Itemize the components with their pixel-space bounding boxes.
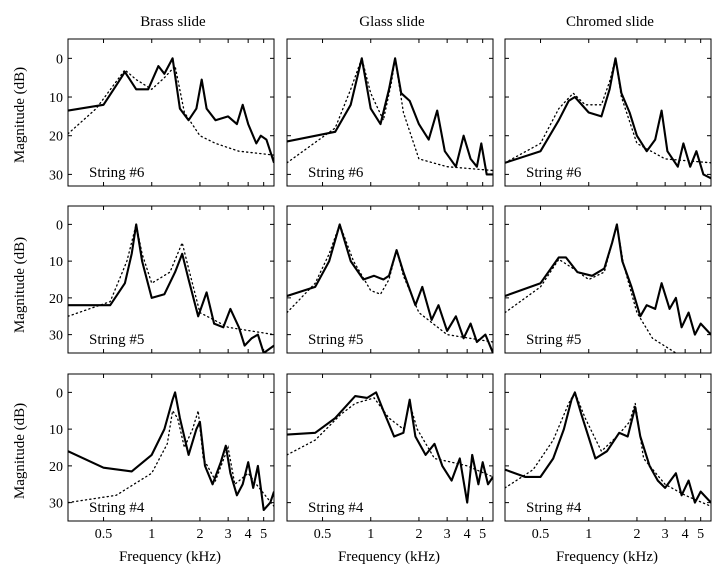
y-tick-label: 0 <box>56 386 63 401</box>
panel-frame <box>504 38 712 187</box>
x-tick-label: 4 <box>682 527 689 542</box>
column-title-chromed: Chromed slide <box>566 14 654 30</box>
measured-curve-brass-slide-string-6 <box>68 57 274 164</box>
x-tick-label: 5 <box>697 527 704 542</box>
y-axis-label-row-3: Magnitude (dB) <box>12 403 28 499</box>
panel-curves <box>505 390 711 507</box>
model-curve-chromed-slide-string-4 <box>505 390 711 507</box>
x-tick-label: 4 <box>464 527 471 542</box>
panel-curves <box>68 391 274 512</box>
x-tick-label: 1 <box>148 527 155 542</box>
panel-curves <box>287 222 493 353</box>
panel-glass-slide-string-5: String #5 <box>286 205 494 354</box>
x-tick-label: 0.5 <box>314 527 332 542</box>
panel-brass-slide-string-6: 0 10 20 30 String #6 <box>49 38 275 187</box>
panel-frame <box>67 373 275 522</box>
panel-frame <box>67 205 275 354</box>
panel-label-brass-slide-string-6: String #6 <box>89 165 145 181</box>
x-tick-label: 0.5 <box>532 527 550 542</box>
y-tick-label: 10 <box>49 91 63 106</box>
y-tick-label: 30 <box>49 329 63 344</box>
panel-frame <box>286 373 494 522</box>
model-curve-chromed-slide-string-6 <box>505 58 711 164</box>
model-curve-chromed-slide-string-5 <box>505 224 680 353</box>
x-tick-label: 4 <box>245 527 252 542</box>
measured-curve-chromed-slide-string-5 <box>505 223 711 336</box>
measured-curve-glass-slide-string-4 <box>287 391 493 504</box>
measured-curve-chromed-slide-string-4 <box>505 391 711 504</box>
model-curve-brass-slide-string-4 <box>68 409 274 507</box>
panel-label-glass-slide-string-5: String #5 <box>308 332 363 348</box>
y-axis-labels: Magnitude (dB) Magnitude (dB) Magnitude … <box>12 67 28 499</box>
x-tick-label: 2 <box>196 527 203 542</box>
x-tick-label: 2 <box>633 527 640 542</box>
measured-curve-glass-slide-string-6 <box>287 57 493 176</box>
panel-label-brass-slide-string-4: String #4 <box>89 500 145 516</box>
panel-label-chromed-slide-string-5: String #5 <box>526 332 581 348</box>
panel-frame <box>286 38 494 187</box>
x-tick-label: 0.5 <box>95 527 113 542</box>
y-axis-label-row-2: Magnitude (dB) <box>12 237 28 333</box>
panel-label-chromed-slide-string-6: String #6 <box>526 165 582 181</box>
model-curve-glass-slide-string-6 <box>287 56 493 172</box>
model-curve-brass-slide-string-5 <box>68 224 274 336</box>
x-tick-label: 5 <box>260 527 267 542</box>
panel-frame <box>67 38 275 187</box>
x-tick-label: 3 <box>662 527 669 542</box>
panel-frame <box>504 205 712 354</box>
x-tick-label: 3 <box>225 527 232 542</box>
x-axis-label-brass: Frequency (kHz) <box>119 549 221 565</box>
model-curve-brass-slide-string-6 <box>68 64 274 156</box>
panel-label-brass-slide-string-5: String #5 <box>89 332 144 348</box>
x-axis-labels: Frequency (kHz) Frequency (kHz) Frequenc… <box>119 549 658 565</box>
measured-curve-glass-slide-string-5 <box>287 223 493 353</box>
panel-chromed-slide-string-6: String #6 <box>504 38 712 187</box>
panel-chromed-slide-string-5: String #5 <box>504 205 712 354</box>
panel-curves <box>68 57 274 164</box>
x-tick-label: 5 <box>479 527 486 542</box>
panel-brass-slide-string-5: 0 10 20 30 String #5 <box>49 205 275 354</box>
column-titles: Brass slide Glass slide Chromed slide <box>140 14 654 30</box>
panel-frame <box>504 373 712 522</box>
y-tick-label: 20 <box>49 460 63 475</box>
panel-curves <box>505 57 711 180</box>
panel-label-glass-slide-string-6: String #6 <box>308 165 364 181</box>
x-tick-label: 2 <box>415 527 422 542</box>
measured-curve-brass-slide-string-5 <box>68 223 274 353</box>
x-tick-label: 1 <box>585 527 592 542</box>
model-curve-glass-slide-string-4 <box>287 397 493 478</box>
x-axis-label-glass: Frequency (kHz) <box>338 549 440 565</box>
panel-curves <box>287 56 493 176</box>
x-tick-label: 1 <box>367 527 374 542</box>
panel-curves <box>287 391 493 504</box>
panel-curves <box>505 223 711 353</box>
x-tick-label: 3 <box>444 527 451 542</box>
y-tick-label: 20 <box>49 292 63 307</box>
panel-glass-slide-string-6: String #6 <box>286 38 494 187</box>
panel-glass-slide-string-4: 0.5 1 2 3 4 5 String #4 <box>286 373 494 542</box>
panel-curves <box>68 223 274 353</box>
y-tick-label: 0 <box>56 52 63 67</box>
column-title-brass: Brass slide <box>140 14 206 30</box>
panel-chromed-slide-string-4: 0.5 1 2 3 4 5 String #4 <box>504 373 712 542</box>
panel-label-glass-slide-string-4: String #4 <box>308 500 364 516</box>
panel-label-chromed-slide-string-4: String #4 <box>526 500 582 516</box>
panel-frame <box>286 205 494 354</box>
column-title-glass: Glass slide <box>359 14 425 30</box>
y-tick-label: 10 <box>49 423 63 438</box>
panel-brass-slide-string-4: 0 10 20 30 0.5 1 2 3 4 5 String #4 <box>49 373 275 542</box>
x-axis-label-chromed: Frequency (kHz) <box>556 549 658 565</box>
measured-curve-brass-slide-string-4 <box>68 391 274 512</box>
y-tick-label: 30 <box>49 497 63 512</box>
y-axis-label-row-1: Magnitude (dB) <box>12 67 28 163</box>
y-tick-label: 30 <box>49 168 63 183</box>
measured-curve-chromed-slide-string-6 <box>505 57 711 180</box>
y-tick-label: 20 <box>49 130 63 145</box>
y-tick-label: 10 <box>49 255 63 270</box>
y-tick-label: 0 <box>56 218 63 233</box>
